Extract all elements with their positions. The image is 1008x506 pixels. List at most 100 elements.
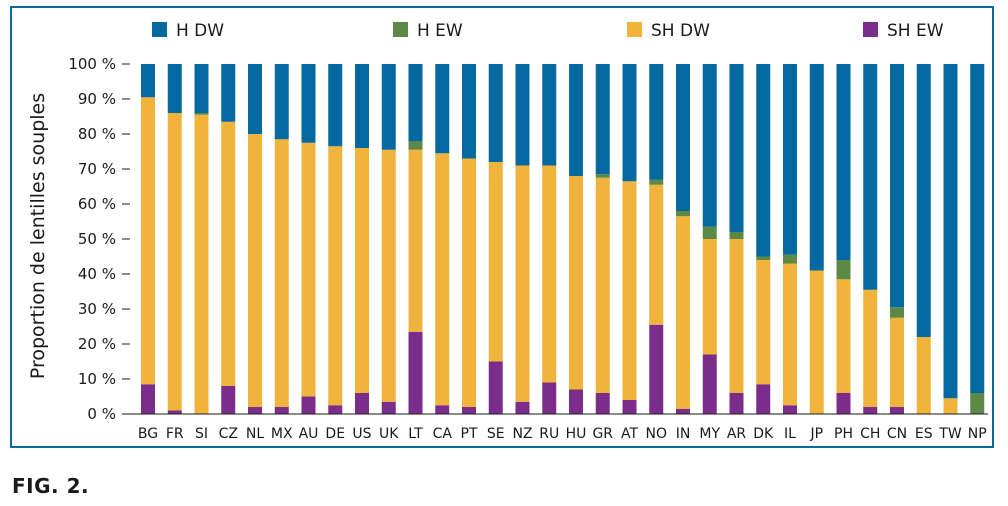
legend-label: H DW [176,21,224,41]
bar-MX-SH-EW [274,407,289,414]
y-tick-label: 30 % [78,300,116,318]
x-tick-label: CA [433,426,453,442]
legend-swatch-H-EW [393,22,408,37]
legend: H DW H EW SH DW SH EW [152,21,944,41]
bar-NL-SH-EW [248,407,262,414]
x-tick-label: DK [753,426,774,442]
bar-BG-SH-DW [141,97,155,385]
bar-SE-SH-EW [488,361,503,414]
bar-GR-H-DW [595,64,610,175]
figure-label: FIG. 2. [12,474,90,498]
bar-CH-SH-DW [863,289,878,407]
bar-AU-H-DW [301,64,316,143]
legend-label: SH DW [651,21,710,41]
bar-CZ-SH-EW [221,386,236,414]
bar-LT-SH-EW [408,331,423,414]
y-tick-label: 80 % [78,125,116,143]
y-ticks: 0 % 10 % 20 % 30 % 40 % 50 % 60 % 70 % 80 % 90 % 1… [68,55,130,423]
bar-AT-H-DW [622,64,637,182]
bar-NZ-H-DW [515,64,530,166]
bar-RU-SH-EW [542,382,557,414]
bar-SI-SH-DW [194,114,209,414]
bar-DK-H-DW [756,64,771,257]
bar-UK-SH-DW [381,149,396,402]
x-tick-label: PT [461,426,478,442]
bar-BG-H-DW [141,64,155,98]
x-tick-label: CN [887,426,907,442]
bar-CA-SH-DW [435,153,450,406]
bar-CN-H-EW [890,307,904,318]
bar-DE-SH-DW [328,146,343,406]
bar-NL-H-DW [248,64,262,134]
bar-TW-SH-DW [943,398,958,414]
bar-TW-H-DW [943,64,958,399]
bar-AR-SH-EW [729,393,744,414]
bar-LT-H-DW [408,64,423,141]
x-tick-label: CZ [219,426,238,442]
bars [141,64,985,414]
bar-UK-SH-EW [381,401,396,414]
y-tick-label: 60 % [78,195,116,213]
x-tick-label: NO [646,426,668,442]
chart-frame: H DW H EW SH DW SH EW Proportion de lentill… [10,6,994,448]
legend-label: SH EW [887,21,944,41]
y-tick-label: 100 % [68,55,116,73]
bar-US-SH-DW [355,148,369,393]
bar-NO-H-EW [649,179,664,185]
x-tick-label: DE [325,426,345,442]
bar-NO-SH-EW [649,324,664,414]
x-tick-label: RU [539,426,559,442]
bar-NL-SH-DW [248,134,262,407]
x-tick-label: MY [699,426,720,442]
x-tick-label: MX [271,426,293,442]
y-tick-label: 0 % [87,405,116,423]
bar-NP-H-EW [970,393,985,414]
bar-SE-SH-DW [488,162,503,362]
bar-LT-H-EW [408,141,423,150]
y-tick-label: 10 % [78,370,116,388]
x-tick-label: BG [138,426,158,442]
bar-CH-H-DW [863,64,878,290]
legend-swatch-H-DW [152,22,167,37]
x-tick-label: NP [968,426,987,442]
bar-MY-H-EW [702,226,717,239]
bar-JP-SH-DW [809,270,824,414]
bar-AR-SH-DW [729,239,744,393]
bar-DE-H-DW [328,64,343,147]
bar-MY-SH-DW [702,239,717,355]
x-tick-label: LT [408,426,423,442]
bar-MX-SH-DW [274,139,289,407]
bar-BG-SH-EW [141,384,155,414]
bar-GR-SH-EW [595,393,610,414]
x-ticks: BG FR SI CZ NL MX AU DE US UK LT CA PT SE NZ RU HU GR AT NO… [138,426,987,442]
x-tick-label: JP [809,426,823,442]
bar-JP-H-DW [809,64,824,271]
legend-swatch-SH-DW [627,22,642,37]
bar-PT-SH-DW [462,158,476,407]
bar-AU-SH-DW [301,142,316,397]
bar-RU-SH-DW [542,165,557,383]
bar-AT-SH-EW [622,400,637,414]
legend-swatch-SH-EW [863,22,878,37]
y-tick-label: 70 % [78,160,116,178]
x-tick-label: ES [915,426,933,442]
bar-CN-SH-EW [890,407,904,414]
bar-CA-H-DW [435,64,450,154]
bar-LT-SH-DW [408,149,423,332]
bar-HU-H-DW [569,64,583,176]
bar-HU-SH-EW [569,389,583,414]
bar-NO-H-DW [649,64,664,180]
bar-NP-H-DW [970,64,985,393]
bar-CH-SH-EW [863,407,878,414]
bar-RU-H-DW [542,64,557,166]
bar-NZ-SH-EW [515,401,530,414]
bar-US-SH-EW [355,393,369,414]
bar-SI-H-DW [194,64,209,113]
x-tick-label: IN [676,426,691,442]
bar-FR-H-DW [167,64,182,113]
bar-FR-SH-EW [167,410,182,414]
bar-CZ-H-DW [221,64,236,122]
bar-AU-SH-EW [301,396,316,414]
y-axis-label: Proportion de lentilles souples [27,93,49,379]
x-tick-label: UK [379,426,399,442]
